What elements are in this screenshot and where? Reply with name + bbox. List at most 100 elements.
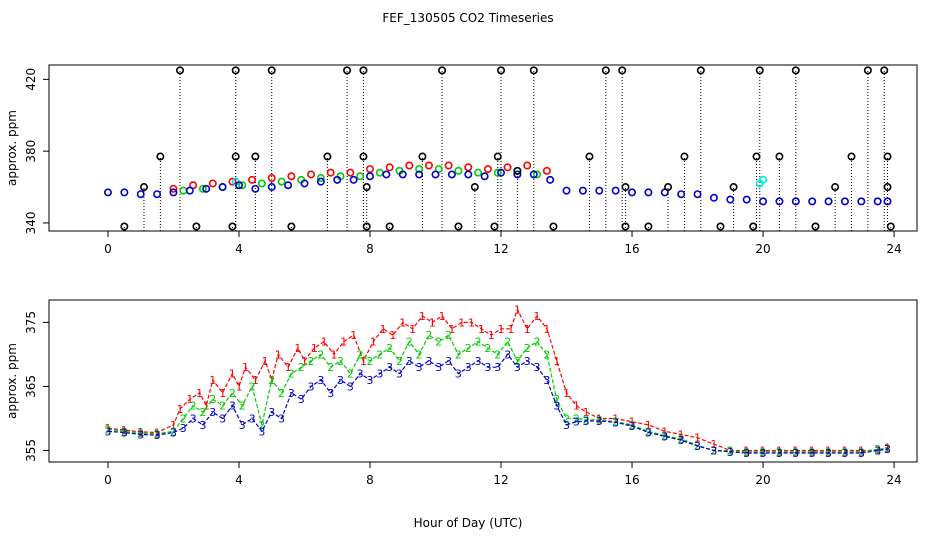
data-point: [415, 170, 424, 179]
data-point: [513, 170, 522, 179]
series-marker-label: 1: [507, 323, 514, 336]
series-marker-label: 3: [327, 387, 334, 400]
series-marker-label: 3: [612, 416, 619, 429]
data-point: [316, 177, 325, 186]
plot-frame: [48, 64, 918, 232]
data-point: [595, 186, 604, 195]
data-point: [418, 152, 427, 161]
series-marker-label: 1: [596, 412, 603, 425]
data-point: [248, 175, 257, 184]
data-point: [549, 222, 558, 231]
data-point: [664, 183, 673, 192]
data-point: [880, 66, 889, 75]
series-marker-label: 2: [743, 446, 750, 459]
series-marker-label: 3: [743, 447, 750, 460]
data-point: [775, 152, 784, 161]
series-marker-label: 2: [376, 348, 383, 361]
series-marker-label: 2: [406, 336, 413, 349]
series-marker-label: 1: [137, 426, 144, 439]
series-marker-label: 3: [268, 406, 275, 419]
series-marker-label: 1: [252, 374, 259, 387]
series-marker-label: 3: [298, 393, 305, 406]
series-marker-label: 2: [475, 336, 482, 349]
data-point: [277, 177, 286, 186]
data-point: [542, 166, 551, 175]
series-marker-label: 3: [406, 355, 413, 368]
series-marker-label: 2: [504, 336, 511, 349]
series-marker-label: 2: [563, 412, 570, 425]
data-point: [883, 197, 892, 206]
data-point: [529, 170, 538, 179]
series-marker-label: 3: [121, 427, 128, 440]
series-marker-label: 1: [330, 348, 337, 361]
data-point: [759, 175, 768, 184]
series-marker-label: 3: [563, 419, 570, 432]
series-marker-label: 1: [360, 355, 367, 368]
series-marker-label: 2: [104, 423, 111, 436]
data-point: [483, 165, 492, 174]
series-marker-label: 1: [209, 374, 216, 387]
series-marker-label: 1: [825, 444, 832, 457]
data-point: [863, 66, 872, 75]
series-marker-label: 2: [347, 368, 354, 381]
data-point: [326, 168, 335, 177]
series-marker-label: 2: [357, 348, 364, 361]
series-marker-label: 3: [553, 400, 560, 413]
series-marker-label: 3: [629, 420, 636, 433]
y-tick-label: 365: [24, 375, 38, 398]
data-point: [103, 188, 112, 197]
series-marker-label: 3: [308, 380, 315, 393]
series-marker-label: 1: [534, 310, 541, 323]
data-point: [791, 197, 800, 206]
series-marker-label: 3: [524, 355, 531, 368]
x-tick-label: 12: [493, 473, 508, 487]
series-marker-label: 1: [419, 310, 426, 323]
data-point: [840, 197, 849, 206]
data-point: [490, 222, 499, 231]
data-point: [202, 184, 211, 193]
series-marker-label: 3: [357, 368, 364, 381]
data-point: [169, 188, 178, 197]
series-marker-label: 3: [154, 429, 161, 442]
data-point: [493, 168, 502, 177]
series-marker-label: 2: [776, 446, 783, 459]
data-point: [169, 184, 178, 193]
data-point: [883, 152, 892, 161]
data-point: [405, 161, 414, 170]
series-marker-label: 1: [275, 348, 282, 361]
y-axis-label: approx. ppm: [5, 343, 19, 419]
plot-frame: [48, 299, 918, 463]
series-marker-label: 1: [612, 412, 619, 425]
data-point: [267, 66, 276, 75]
series-marker-label: 3: [465, 361, 472, 374]
series-marker-label: 1: [543, 323, 550, 336]
data-point: [480, 172, 489, 181]
x-tick-label: 20: [755, 473, 770, 487]
data-point: [883, 183, 892, 192]
series-marker-label: 2: [543, 348, 550, 361]
data-point: [136, 190, 145, 199]
series-marker-label: 2: [792, 446, 799, 459]
series-marker-label: 1: [409, 323, 416, 336]
series-marker-label: 1: [629, 416, 636, 429]
series-marker-label: 2: [386, 342, 393, 355]
data-point: [601, 66, 610, 75]
series-marker-label: 1: [389, 329, 396, 342]
series-marker-label: 2: [288, 368, 295, 381]
series-line: [107, 353, 888, 454]
data-point: [759, 197, 768, 206]
series-marker-label: 3: [694, 440, 701, 453]
data-point: [284, 181, 293, 190]
data-point: [228, 222, 237, 231]
series-marker-label: 1: [242, 361, 249, 374]
series-marker-label: 3: [416, 361, 423, 374]
series-marker-label: 2: [465, 342, 472, 355]
series-marker-label: 1: [468, 316, 475, 329]
series-marker-label: 1: [809, 444, 816, 457]
data-point: [231, 152, 240, 161]
series-marker-label: 2: [278, 387, 285, 400]
series-marker-label: 3: [514, 361, 521, 374]
x-tick-label: 4: [235, 473, 243, 487]
series-marker-label: 2: [229, 387, 236, 400]
